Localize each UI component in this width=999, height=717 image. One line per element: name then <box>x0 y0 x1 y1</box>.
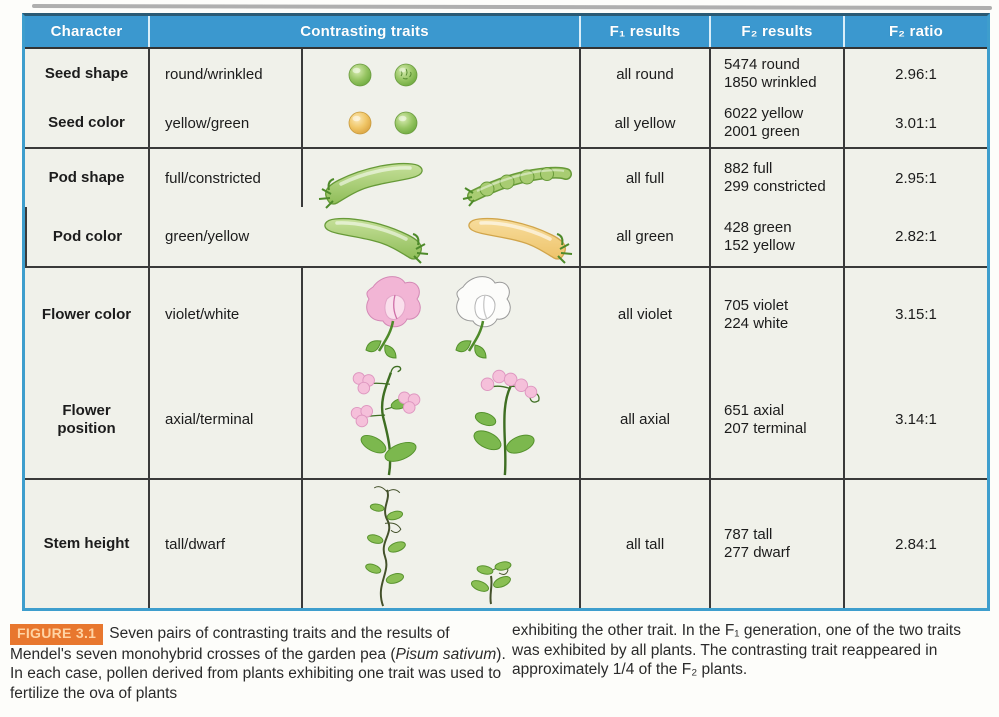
trait-label: axial/terminal <box>148 361 301 478</box>
f2-ratio-value: 2.82:1 <box>843 207 987 266</box>
header-f2-ratio: F₂ ratio <box>843 16 987 47</box>
f2-line: 428 green <box>724 218 792 236</box>
yellow-seed-illustration <box>348 111 372 135</box>
f2-results: 705 violet 224 white <box>709 266 843 361</box>
figure-number-label: FIGURE 3.1 <box>10 624 104 645</box>
f2-line: 277 dwarf <box>724 544 790 561</box>
table-row-seed-color: Seed color yellow/green all yellow 6022 … <box>25 99 987 147</box>
wrinkled-seed-illustration <box>394 63 418 87</box>
f2-line: 5474 round <box>724 56 800 73</box>
header-f2-results: F₂ results <box>709 16 843 47</box>
caption-species-name: Pisum sativum <box>395 645 497 663</box>
trait-label: yellow/green <box>148 99 301 147</box>
character-label: Flower position <box>57 402 116 437</box>
trait-label: tall/dwarf <box>148 478 301 608</box>
figure-caption-left-column: FIGURE 3.1 Seven pairs of contrasting tra… <box>10 624 510 704</box>
f2-line: 882 full <box>724 160 773 177</box>
f2-line: 2001 green <box>724 123 800 140</box>
trait-illustration-cell <box>301 49 579 99</box>
constricted-pod-illustration <box>462 166 572 207</box>
header-f1-results: F₁ results <box>579 16 709 47</box>
trait-illustration-cell <box>301 207 579 266</box>
f2-ratio-value: 2.84:1 <box>843 478 987 608</box>
violet-flower-illustration <box>365 276 421 359</box>
f2-line: 6022 yellow <box>724 105 804 122</box>
f2-results: 428 green 152 yellow <box>709 207 843 266</box>
f2-line: 152 yellow <box>724 236 795 254</box>
caption-text: Seven pairs of contrasting traits and th… <box>10 625 450 663</box>
f2-results: 6022 yellow 2001 green <box>709 99 843 147</box>
dwarf-plant-illustration <box>470 561 512 605</box>
round-seed-illustration <box>348 63 372 87</box>
character-label: Pod shape <box>25 147 148 207</box>
f1-result: all full <box>579 147 709 207</box>
f2-line: 705 violet <box>724 296 789 314</box>
f2-line: 224 white <box>724 314 789 332</box>
trait-illustration-cell <box>301 266 579 361</box>
f2-line: 651 axial <box>724 401 785 419</box>
f2-ratio-value: 3.01:1 <box>843 99 987 147</box>
table-header-row: Character Contrasting traits F₁ results … <box>25 16 987 49</box>
full-pod-illustration <box>318 162 423 209</box>
f2-line: 299 constricted <box>724 178 826 195</box>
trait-label: full/constricted <box>148 147 301 207</box>
header-character: Character <box>50 23 123 40</box>
green-pod-illustration <box>324 217 429 264</box>
scan-artifact-line <box>31 3 993 11</box>
character-label: Seed color <box>48 114 125 132</box>
f2-ratio-value: 2.95:1 <box>843 147 987 207</box>
caption-text: ). In each case, pollen derived from pla… <box>10 645 506 703</box>
f1-result: all violet <box>579 266 709 361</box>
trait-illustration-cell <box>301 147 579 209</box>
table-row-pod-shape: Pod shape full/constricted <box>25 147 987 209</box>
trait-label: violet/white <box>148 266 301 361</box>
mendel-traits-table: Character Contrasting traits F₁ results … <box>22 13 990 611</box>
trait-label: green/yellow <box>148 207 301 266</box>
f1-result: all yellow <box>579 99 709 147</box>
f2-line: 787 tall <box>724 526 773 543</box>
trait-illustration-cell <box>301 99 579 147</box>
f2-ratio-value: 2.96:1 <box>843 49 987 99</box>
table-row-flower-position: Flower position axial/terminal <box>25 361 987 478</box>
character-label: Seed shape <box>44 65 129 83</box>
trait-illustration-cell <box>301 361 579 478</box>
terminal-flowers-illustration <box>473 369 540 476</box>
f2-results: 651 axial 207 terminal <box>709 361 843 478</box>
f2-line: 207 terminal <box>724 419 807 437</box>
table-row-flower-color: Flower color violet/white all violet <box>25 266 987 361</box>
f2-results: 787 tall 277 dwarf <box>709 478 843 608</box>
character-label: Pod color <box>25 207 148 266</box>
f2-line: 1850 wrinkled <box>724 74 817 91</box>
figure-caption-right-column: exhibiting the other trait. In the F₁ ge… <box>512 621 984 680</box>
f1-result: all round <box>579 49 709 99</box>
f1-result: all axial <box>579 361 709 478</box>
axial-flowers-illustration <box>350 365 421 476</box>
caption-text: exhibiting the other trait. In the F₁ ge… <box>512 622 961 679</box>
white-flower-illustration <box>455 276 511 359</box>
f2-results: 882 full 299 constricted <box>709 147 843 207</box>
trait-illustration-cell <box>301 478 579 608</box>
green-seed-illustration <box>394 111 418 135</box>
table-row-seed-shape: Seed shape round/wrinkled all round 5474… <box>25 49 987 99</box>
tall-plant-illustration <box>365 486 406 607</box>
f2-ratio-value: 3.14:1 <box>843 361 987 478</box>
character-label: Stem height <box>25 478 148 608</box>
yellow-pod-illustration <box>468 217 573 264</box>
f2-ratio-value: 3.15:1 <box>843 266 987 361</box>
f1-result: all tall <box>579 478 709 608</box>
character-label: Flower color <box>25 266 148 361</box>
trait-label: round/wrinkled <box>148 49 301 99</box>
table-row-stem-height: Stem height tall/dwarf <box>25 478 987 608</box>
f2-results: 5474 round 1850 wrinkled <box>709 49 843 99</box>
header-contrasting-traits: Contrasting traits <box>148 16 579 47</box>
f1-result: all green <box>579 207 709 266</box>
table-row-pod-color: Pod color green/yellow all green 428 gre… <box>25 207 987 266</box>
